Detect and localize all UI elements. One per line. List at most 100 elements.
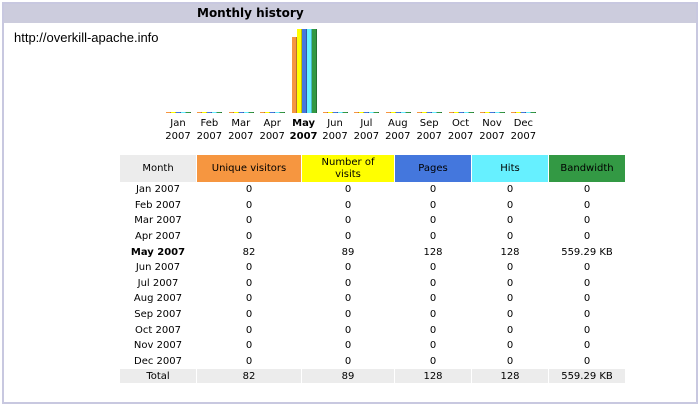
month-name: Oct — [451, 118, 470, 129]
month-name: Dec — [513, 118, 534, 129]
value-cell: 0 — [429, 324, 437, 336]
month-cell: Nov 2007 — [133, 340, 183, 352]
bar-visitors — [354, 112, 360, 113]
bar-hits — [212, 112, 218, 113]
bar-bandwidth — [248, 112, 254, 113]
bar-bandwidth — [405, 112, 411, 113]
bar-visits — [359, 112, 365, 113]
month-year: 2007 — [165, 131, 191, 142]
table-row: Jun 2007 0 0 0 0 0 — [120, 260, 625, 276]
value-cell: 0 — [506, 355, 514, 367]
value-cell: 0 — [344, 309, 352, 321]
value-cell: 0 — [506, 340, 514, 352]
bar-visits — [516, 112, 522, 113]
value-cell: 0 — [429, 309, 437, 321]
table-header-row: Month Unique visitors Number of visits P… — [120, 155, 625, 182]
bar-visitors — [511, 112, 517, 113]
month-cell: Sep 2007 — [134, 309, 182, 321]
value-cell: 0 — [583, 231, 591, 243]
month-axis-label: Jun 2007 — [317, 117, 353, 143]
value-cell: 0 — [506, 262, 514, 274]
value-cell: 0 — [506, 277, 514, 289]
value-cell: 0 — [506, 231, 514, 243]
month-name: Feb — [200, 118, 219, 129]
bar-bandwidth — [500, 112, 505, 113]
panel-title-bar: Monthly history — [4, 4, 696, 23]
header-pages: Pages — [395, 155, 471, 182]
month-year: 2007 — [259, 131, 285, 142]
value-cell: 0 — [583, 277, 591, 289]
total-value: 128 — [472, 369, 548, 384]
value-cell: 0 — [506, 184, 514, 196]
monthly-bar-chart: Jan 2007 Feb 2007 Mar 2007 Apr 2007 May 2007 Jun 20… — [4, 4, 696, 154]
value-cell: 0 — [506, 324, 514, 336]
month-year: 2007 — [196, 131, 223, 142]
total-value: 89 — [302, 369, 394, 384]
bar-pages — [207, 112, 213, 113]
value-cell: 0 — [583, 309, 591, 321]
bar-bandwidth — [437, 112, 443, 113]
bar-bandwidth — [374, 112, 380, 113]
value-cell: 0 — [245, 277, 253, 289]
month-axis-label: Jan 2007 — [160, 117, 196, 143]
value-cell: 0 — [429, 184, 437, 196]
bar-visits — [485, 112, 490, 113]
month-axis-label: Apr 2007 — [254, 117, 290, 143]
value-cell: 0 — [583, 293, 591, 305]
value-cell: 0 — [245, 231, 253, 243]
bar-visits — [328, 112, 333, 113]
value-cell: 0 — [344, 231, 352, 243]
month-axis-label: Mar 2007 — [223, 117, 259, 143]
value-cell: 82 — [242, 246, 256, 258]
month-name: Nov — [482, 118, 502, 129]
month-cell: Jul 2007 — [137, 277, 179, 289]
value-cell: 0 — [583, 184, 591, 196]
month-axis-label: Sep 2007 — [411, 117, 447, 143]
value-cell: 89 — [341, 246, 355, 258]
value-cell: 0 — [506, 309, 514, 321]
month-name: Jan — [170, 118, 186, 129]
table-row: Jul 2007 0 0 0 0 0 — [120, 276, 625, 292]
bar-visitors — [480, 112, 485, 113]
value-cell: 0 — [429, 199, 437, 211]
value-cell: 0 — [429, 231, 437, 243]
month-year: 2007 — [447, 131, 474, 142]
bar-visits — [453, 112, 459, 113]
bar-hits — [463, 112, 469, 113]
month-name: Mar — [231, 118, 251, 129]
month-year: 2007 — [416, 131, 442, 142]
bar-hits — [432, 112, 438, 113]
value-cell: 0 — [583, 355, 591, 367]
total-value: 559.29 KB — [549, 369, 625, 384]
table-row: Sep 2007 0 0 0 0 0 — [120, 307, 625, 323]
month-axis-label: Nov 2007 — [474, 117, 510, 143]
table-row: May 2007 82 89 128 128 559.29 KB — [120, 244, 625, 260]
table-row: Aug 2007 0 0 0 0 0 — [120, 291, 625, 307]
bar-visitors — [417, 112, 423, 113]
value-cell: 0 — [245, 324, 253, 336]
site-url: http://overkill-apache.info — [14, 30, 159, 45]
bar-bandwidth — [280, 112, 286, 113]
month-name: May — [292, 118, 316, 129]
header-month: Month — [120, 155, 196, 182]
bar-visits — [296, 29, 302, 113]
month-name: Jun — [327, 118, 343, 129]
month-cell: Jan 2007 — [135, 184, 181, 196]
value-cell: 0 — [245, 262, 253, 274]
table-row: Oct 2007 0 0 0 0 0 — [120, 322, 625, 338]
value-cell: 0 — [344, 262, 352, 274]
value-cell: 0 — [344, 340, 352, 352]
month-axis-label: Oct 2007 — [443, 117, 479, 143]
header-number-of-visits: Number of visits — [302, 155, 394, 182]
value-cell: 0 — [583, 340, 591, 352]
bar-visits — [171, 112, 176, 113]
month-cell: Mar 2007 — [134, 215, 182, 227]
value-cell: 128 — [500, 246, 520, 258]
table-total-row: Total 82 89 128 128 559.29 KB — [120, 369, 625, 384]
bar-pages — [490, 112, 495, 113]
bar-visitors — [228, 112, 234, 113]
bar-visitors — [166, 112, 171, 113]
bar-pages — [458, 112, 464, 113]
month-year: 2007 — [289, 131, 318, 142]
month-axis-label: May 2007 — [286, 117, 322, 143]
